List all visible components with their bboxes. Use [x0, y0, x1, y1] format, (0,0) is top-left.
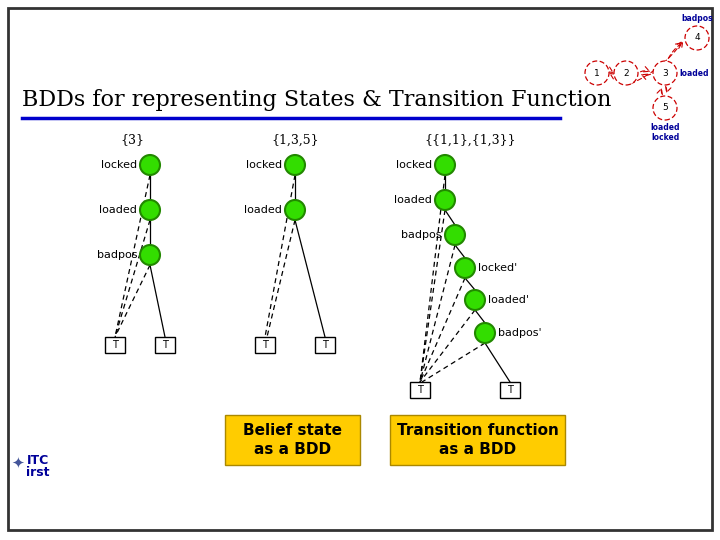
FancyBboxPatch shape [410, 382, 430, 398]
Text: 3: 3 [662, 69, 668, 78]
Circle shape [653, 61, 677, 85]
Text: T: T [112, 340, 118, 350]
Text: loaded: loaded [244, 205, 282, 215]
Text: {3}: {3} [120, 133, 144, 146]
Text: loaded: loaded [679, 69, 708, 78]
FancyBboxPatch shape [155, 337, 175, 353]
Text: {{1,1},{1,3}}: {{1,1},{1,3}} [424, 133, 516, 146]
Circle shape [445, 225, 465, 245]
Circle shape [685, 26, 709, 50]
Circle shape [435, 190, 455, 210]
Circle shape [140, 245, 160, 265]
Text: {1,3,5}: {1,3,5} [271, 133, 319, 146]
Text: T: T [322, 340, 328, 350]
Text: BDDs for representing States & Transition Function: BDDs for representing States & Transitio… [22, 89, 611, 111]
Text: badpos': badpos' [498, 328, 541, 338]
Text: 1: 1 [594, 69, 600, 78]
Text: T: T [507, 385, 513, 395]
Circle shape [475, 323, 495, 343]
Circle shape [465, 290, 485, 310]
Text: loaded
locked: loaded locked [650, 123, 680, 141]
Text: locked': locked' [478, 263, 517, 273]
Text: Transition function
as a BDD: Transition function as a BDD [397, 423, 559, 457]
Text: ITC: ITC [27, 454, 49, 467]
Circle shape [140, 200, 160, 220]
FancyBboxPatch shape [255, 337, 275, 353]
Text: T: T [162, 340, 168, 350]
FancyBboxPatch shape [390, 415, 565, 465]
Circle shape [585, 61, 609, 85]
Text: T: T [417, 385, 423, 395]
Text: irst: irst [26, 465, 50, 478]
Text: badpos: badpos [681, 14, 713, 23]
FancyBboxPatch shape [500, 382, 520, 398]
Circle shape [653, 96, 677, 120]
Text: T: T [262, 340, 268, 350]
Text: ✦: ✦ [12, 456, 24, 470]
Text: 5: 5 [662, 104, 668, 112]
Circle shape [140, 155, 160, 175]
Text: 4: 4 [694, 33, 700, 43]
Text: Belief state
as a BDD: Belief state as a BDD [243, 423, 342, 457]
FancyBboxPatch shape [315, 337, 335, 353]
Text: locked: locked [101, 160, 137, 170]
FancyBboxPatch shape [8, 8, 712, 530]
Circle shape [285, 155, 305, 175]
Circle shape [435, 155, 455, 175]
FancyBboxPatch shape [225, 415, 360, 465]
Text: locked: locked [246, 160, 282, 170]
Circle shape [455, 258, 475, 278]
Text: loaded: loaded [99, 205, 137, 215]
Circle shape [285, 200, 305, 220]
Text: badpos: badpos [96, 250, 137, 260]
Text: loaded: loaded [394, 195, 432, 205]
Text: loaded': loaded' [488, 295, 529, 305]
FancyBboxPatch shape [105, 337, 125, 353]
Text: locked: locked [396, 160, 432, 170]
Text: 2: 2 [624, 69, 629, 78]
Circle shape [614, 61, 638, 85]
Text: badpos: badpos [402, 230, 442, 240]
